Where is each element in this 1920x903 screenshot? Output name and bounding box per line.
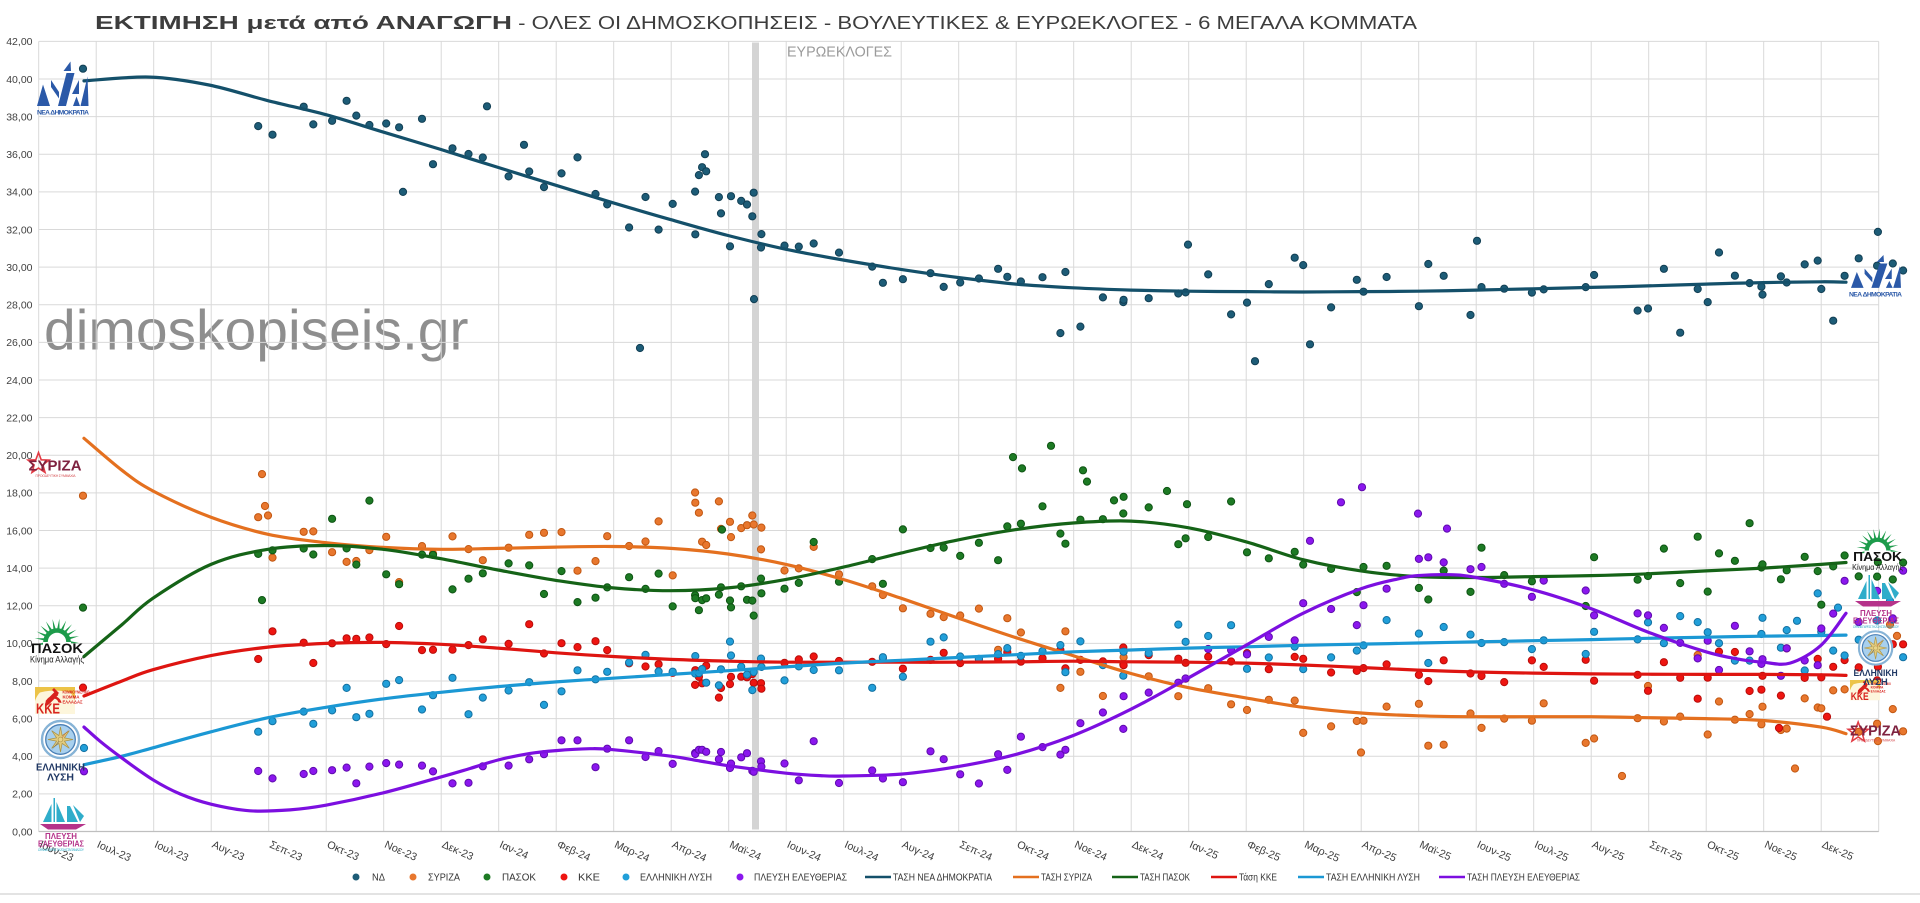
svg-text:ΤΑΣΗ ΝΕΑ ΔΗΜΟΚΡΑΤΙΑ: ΤΑΣΗ ΝΕΑ ΔΗΜΟΚΡΑΤΙΑ: [893, 873, 992, 884]
svg-text:ΕΚΤΙΜΗΣΗ μετά από ΑΝΑΓΩΓΗ - Ο: ΕΚΤΙΜΗΣΗ μετά από ΑΝΑΓΩΓΗ - ΟΛΕΣ ΟΙ ΔΗΜΟ…: [95, 13, 1417, 33]
svg-text:ΕΛΕΥΘΕΡΙΑΣ: ΕΛΕΥΘΕΡΙΑΣ: [1853, 617, 1899, 626]
svg-text:18,00: 18,00: [6, 488, 32, 500]
svg-text:ΠΑΣΟΚ: ΠΑΣΟΚ: [502, 873, 536, 884]
svg-text:ΤΑΣΗ ΠΑΣΟΚ: ΤΑΣΗ ΠΑΣΟΚ: [1140, 873, 1190, 884]
svg-text:2,00: 2,00: [12, 789, 33, 801]
svg-text:ΕΛΕΥΘΕΡΙΑΣ: ΕΛΕΥΘΕΡΙΑΣ: [38, 840, 84, 849]
svg-text:ΚΚΕ: ΚΚΕ: [36, 702, 60, 718]
svg-text:ΩΡΑ ΝΑ ΠΑΡΕΙΣ ΤΗ ΖΩΗ ΣΤΑ ΠΑΝΙΑ: ΩΡΑ ΝΑ ΠΑΡΕΙΣ ΤΗ ΖΩΗ ΣΤΑ ΠΑΝΙΑ ΣΟΥ: [38, 848, 85, 852]
svg-text:ΕΛΛΑΔΑΣ: ΕΛΛΑΔΑΣ: [1871, 689, 1886, 693]
svg-text:40,00: 40,00: [6, 74, 32, 86]
svg-text:ΤΑΣΗ ΕΛΛΗΝΙΚΗ ΛΥΣΗ: ΤΑΣΗ ΕΛΛΗΝΙΚΗ ΛΥΣΗ: [1326, 873, 1420, 884]
svg-text:6,00: 6,00: [12, 713, 33, 725]
svg-text:ΚΚΕ: ΚΚΕ: [578, 873, 600, 884]
svg-text:24,00: 24,00: [6, 375, 32, 387]
svg-text:ΠΡΟΟΔΕΥΤΙΚΗ ΣΥΜΜΑΧΙΑ: ΠΡΟΟΔΕΥΤΙΚΗ ΣΥΜΜΑΧΙΑ: [36, 474, 77, 478]
svg-text:ΠΛΕΥΣΗ ΕΛΕΥΘΕΡΙΑΣ: ΠΛΕΥΣΗ ΕΛΕΥΘΕΡΙΑΣ: [754, 873, 847, 884]
svg-text:ΚΟΜΜΟΥΝΙΣΤΙΚΟ: ΚΟΜΜΟΥΝΙΣΤΙΚΟ: [1871, 682, 1892, 686]
svg-text:10,00: 10,00: [6, 638, 32, 650]
svg-text:42,00: 42,00: [6, 36, 32, 48]
svg-text:Κίνημα Αλλαγής: Κίνημα Αλλαγής: [1852, 562, 1903, 572]
svg-text:4,00: 4,00: [12, 751, 33, 763]
svg-text:20,00: 20,00: [6, 450, 32, 462]
svg-text:ΠΛΕΥΣΗ: ΠΛΕΥΣΗ: [1860, 609, 1892, 618]
svg-text:ΩΡΑ ΝΑ ΠΑΡΕΙΣ ΤΗ ΖΩΗ ΣΤΑ ΠΑΝΙΑ: ΩΡΑ ΝΑ ΠΑΡΕΙΣ ΤΗ ΖΩΗ ΣΤΑ ΠΑΝΙΑ ΣΟΥ: [1853, 625, 1900, 629]
svg-text:16,00: 16,00: [6, 525, 32, 537]
svg-text:ΕΛΛΗΝΙΚΗ: ΕΛΛΗΝΙΚΗ: [1854, 668, 1898, 679]
svg-text:ΝΔ: ΝΔ: [372, 873, 385, 884]
svg-text:ΚΟΜΜΟΥΝΙΣΤΙΚΟ: ΚΟΜΜΟΥΝΙΣΤΙΚΟ: [63, 690, 90, 695]
svg-text:ΚΟΜΜΑ: ΚΟΜΜΑ: [1871, 686, 1884, 690]
svg-text:12,00: 12,00: [6, 601, 32, 613]
svg-text:32,00: 32,00: [6, 224, 32, 236]
svg-text:ΚΟΜΜΑ: ΚΟΜΜΑ: [63, 695, 81, 700]
svg-text:ΤΑΣΗ ΣΥΡΙΖΑ: ΤΑΣΗ ΣΥΡΙΖΑ: [1041, 873, 1092, 884]
svg-text:ΠΛΕΥΣΗ: ΠΛΕΥΣΗ: [45, 832, 77, 841]
svg-text:ΕΥΡΩΕΚΛΟΓΕΣ: ΕΥΡΩΕΚΛΟΓΕΣ: [787, 44, 892, 61]
svg-text:ΝΕΑ ΔΗΜΟΚΡΑΤΙΑ: ΝΕΑ ΔΗΜΟΚΡΑΤΙΑ: [1849, 292, 1902, 299]
svg-text:26,00: 26,00: [6, 337, 32, 349]
svg-text:14,00: 14,00: [6, 563, 32, 575]
svg-text:Τάση ΚΚΕ: Τάση ΚΚΕ: [1239, 872, 1277, 884]
svg-text:ΚΚΕ: ΚΚΕ: [1851, 691, 1869, 703]
svg-text:ΣΥΡΙΖΑ: ΣΥΡΙΖΑ: [29, 458, 82, 475]
svg-text:ΕΛΛΗΝΙΚΗ ΛΥΣΗ: ΕΛΛΗΝΙΚΗ ΛΥΣΗ: [640, 873, 712, 884]
svg-text:30,00: 30,00: [6, 262, 32, 274]
svg-text:ΤΑΣΗ ΠΛΕΥΣΗ ΕΛΕΥΘΕΡΙΑΣ: ΤΑΣΗ ΠΛΕΥΣΗ ΕΛΕΥΘΕΡΙΑΣ: [1467, 873, 1580, 884]
svg-text:38,00: 38,00: [6, 111, 32, 123]
svg-text:ΣΥΡΙΖΑ: ΣΥΡΙΖΑ: [1850, 723, 1901, 739]
svg-text:ΠΑΣΟΚ: ΠΑΣΟΚ: [1853, 549, 1902, 564]
svg-text:ΛΥΣΗ: ΛΥΣΗ: [1863, 677, 1887, 688]
svg-text:ΠΡΟΟΔΕΥΤΙΚΗ ΣΥΜΜΑΧΙΑ: ΠΡΟΟΔΕΥΤΙΚΗ ΣΥΜΜΑΧΙΑ: [1857, 739, 1896, 743]
svg-text:34,00: 34,00: [6, 187, 32, 199]
svg-text:ΕΛΛΗΝΙΚΗ: ΕΛΛΗΝΙΚΗ: [36, 762, 85, 774]
svg-text:dimoskopiseis.gr: dimoskopiseis.gr: [44, 299, 469, 363]
svg-text:ΣΥΡΙΖΑ: ΣΥΡΙΖΑ: [428, 873, 460, 884]
svg-text:Κίνημα Αλλαγής: Κίνημα Αλλαγής: [30, 655, 85, 665]
svg-text:22,00: 22,00: [6, 412, 32, 424]
svg-text:28,00: 28,00: [6, 300, 32, 312]
svg-text:ΛΥΣΗ: ΛΥΣΗ: [47, 772, 74, 784]
svg-text:ΠΑΣΟΚ: ΠΑΣΟΚ: [31, 640, 83, 656]
svg-text:8,00: 8,00: [12, 676, 33, 688]
svg-text:0,00: 0,00: [12, 826, 33, 838]
svg-text:36,00: 36,00: [6, 149, 32, 161]
svg-text:ΕΛΛΑΔΑΣ: ΕΛΛΑΔΑΣ: [63, 700, 83, 705]
